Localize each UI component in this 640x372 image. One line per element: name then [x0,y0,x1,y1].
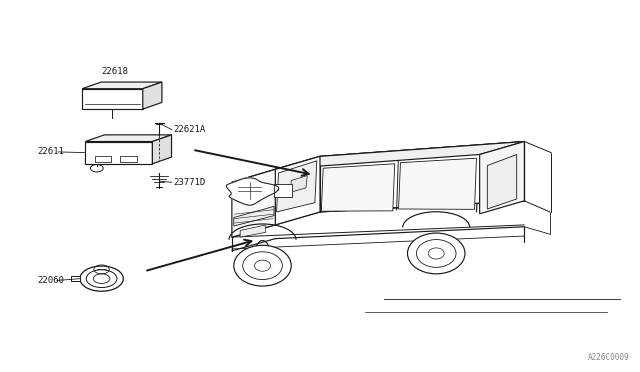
Polygon shape [85,135,172,141]
Polygon shape [95,156,111,162]
Ellipse shape [234,245,291,286]
Text: 23771D: 23771D [173,178,205,187]
Polygon shape [227,178,279,205]
Polygon shape [275,141,524,169]
Polygon shape [82,82,162,89]
Polygon shape [276,161,317,212]
Polygon shape [320,141,524,212]
Ellipse shape [243,252,282,280]
Ellipse shape [417,240,456,267]
Polygon shape [479,141,524,214]
Polygon shape [274,184,292,197]
Text: 22060: 22060 [38,276,65,285]
Polygon shape [143,82,162,109]
Polygon shape [234,206,274,226]
Polygon shape [85,141,152,164]
Text: 22611: 22611 [38,147,65,156]
Polygon shape [399,158,476,209]
Polygon shape [240,225,266,237]
Ellipse shape [428,248,444,259]
Polygon shape [291,176,307,192]
Polygon shape [71,276,80,281]
Polygon shape [152,135,172,164]
Text: A226C0009: A226C0009 [588,353,630,362]
Polygon shape [487,154,516,209]
Polygon shape [232,169,304,205]
Ellipse shape [408,233,465,274]
Polygon shape [232,169,275,237]
Polygon shape [275,156,320,225]
Ellipse shape [255,260,271,271]
Text: 22618: 22618 [102,67,129,76]
Polygon shape [120,156,137,162]
Text: 22621A: 22621A [173,125,205,134]
Polygon shape [321,164,395,211]
Polygon shape [82,89,143,109]
